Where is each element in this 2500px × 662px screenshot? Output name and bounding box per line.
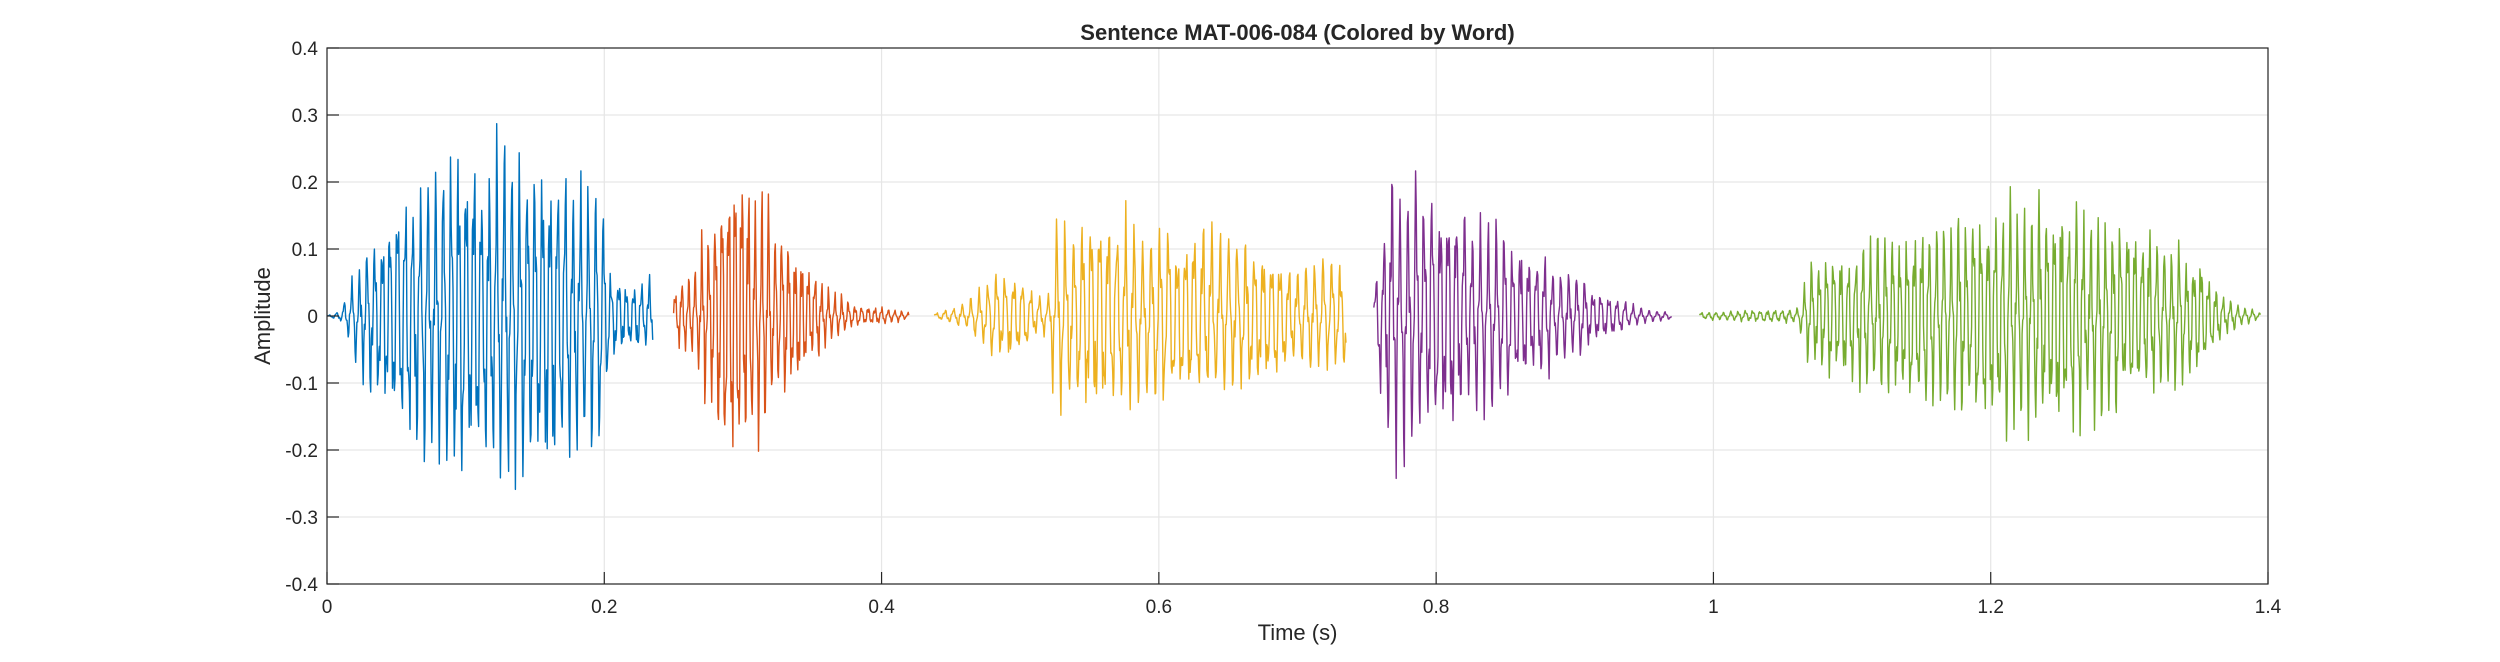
word-waveform-5 bbox=[1698, 185, 2262, 442]
x-tick-label: 0.2 bbox=[591, 597, 617, 618]
y-tick-label: -0.4 bbox=[285, 575, 318, 596]
y-axis-label: Amplitude bbox=[250, 267, 275, 365]
word-waveform-3 bbox=[933, 199, 1347, 416]
x-tick-label: 0.8 bbox=[1423, 597, 1449, 618]
y-tick-label: -0.1 bbox=[285, 374, 318, 395]
x-tick-label: 0.4 bbox=[868, 597, 895, 618]
waveform-series bbox=[326, 122, 2262, 491]
x-tick-label: 1 bbox=[1708, 597, 1719, 618]
x-tick-label: 1.4 bbox=[2255, 597, 2282, 618]
x-axis-label: Time (s) bbox=[1258, 620, 1338, 645]
y-tick-label: 0.3 bbox=[292, 106, 318, 127]
word-waveform-1 bbox=[326, 122, 654, 491]
x-tick-label: 1.2 bbox=[1978, 597, 2004, 618]
y-tick-label: -0.3 bbox=[285, 508, 318, 529]
plot-area: 0 0.2 0.4 0.6 0.8 1 1.2 1.4 0.4 0.3 0.2 0.1 0 -0.1 -0.… bbox=[285, 39, 2281, 618]
x-tick-label: 0 bbox=[322, 597, 333, 618]
word-waveform-2 bbox=[672, 191, 910, 452]
ticks: 0 0.2 0.4 0.6 0.8 1 1.2 1.4 0.4 0.3 0.2 0.1 0 -0.1 -0.… bbox=[285, 39, 2281, 618]
y-tick-label: 0.1 bbox=[292, 240, 318, 261]
x-tick-label: 0.6 bbox=[1146, 597, 1172, 618]
y-tick-label: 0.4 bbox=[292, 39, 319, 60]
y-tick-label: 0.2 bbox=[292, 173, 318, 194]
word-waveform-4 bbox=[1373, 170, 1673, 480]
y-tick-label: -0.2 bbox=[285, 441, 318, 462]
chart-title: Sentence MAT-006-084 (Colored by Word) bbox=[1080, 20, 1514, 45]
y-tick-label: 0 bbox=[307, 307, 318, 328]
